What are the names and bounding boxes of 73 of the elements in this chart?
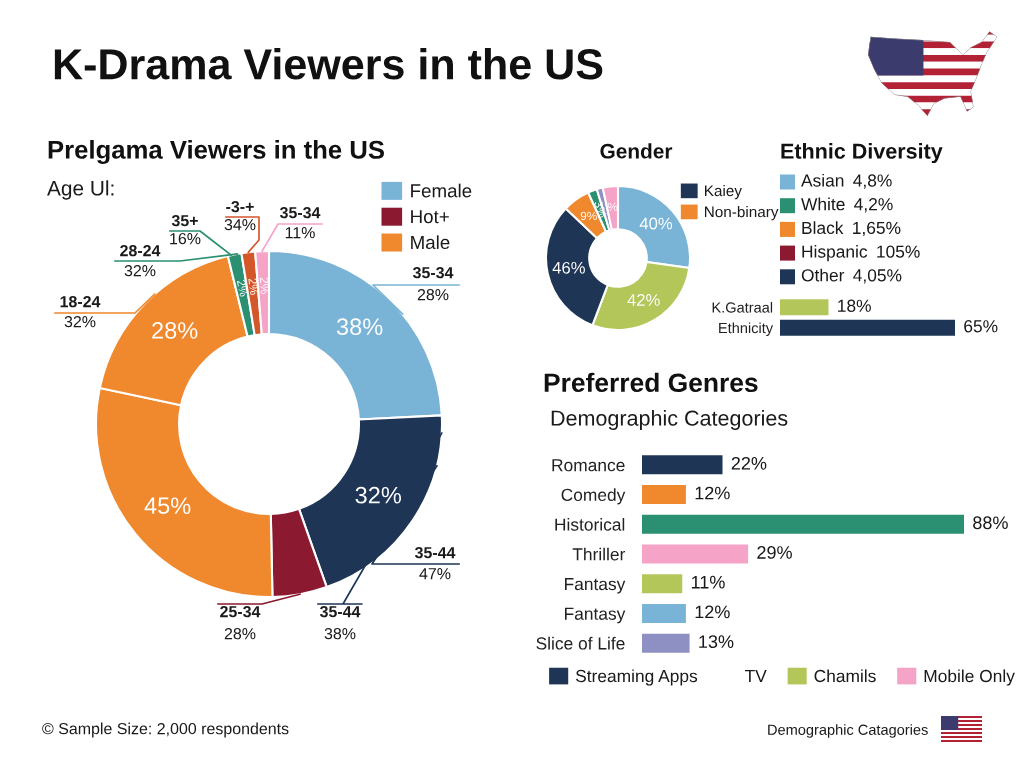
- legend-label: Chamils: [814, 669, 876, 683]
- text: 4,05%: [853, 269, 902, 284]
- legend-label: Mobile Only: [924, 669, 1015, 686]
- legend-label: Streaming Apps: [575, 669, 698, 686]
- data-label: 2%: [248, 278, 259, 296]
- text: 35+ 16%: [170, 214, 201, 245]
- data-label: 38%: [336, 318, 383, 336]
- category-label: Black: [802, 221, 844, 235]
- bar: [642, 485, 686, 505]
- y-tick-label: Slice of Life: [536, 636, 625, 650]
- chart-title: Preferred Genres: [544, 372, 758, 393]
- text: 4,8%: [853, 174, 892, 189]
- data-label: 12%: [695, 486, 730, 500]
- chart-subtitle: Age Ul:: [47, 180, 114, 200]
- chart-title: Prelgama Viewers in the US: [48, 139, 384, 165]
- y-tick-label: Fantasy: [565, 578, 626, 594]
- data-label: 18%: [838, 299, 871, 312]
- chart-title: Gender: [600, 143, 673, 159]
- text: TV: [744, 670, 767, 682]
- y-tick-label: Thriller: [572, 547, 626, 561]
- data-label: 65%: [964, 320, 998, 333]
- y-tick-label: Comedy: [561, 488, 626, 505]
- text: K-Drama Viewers in the US: [54, 47, 603, 80]
- text: 28-24 32%: [120, 244, 161, 277]
- text: 35-34 11%: [279, 206, 321, 239]
- text: © Sample Size: 2,000 respondents: [42, 722, 289, 738]
- data-label: 13%: [699, 635, 734, 648]
- legend-label: Kaiey: [705, 184, 742, 200]
- bar: [642, 514, 964, 534]
- data-label: 42%: [627, 294, 660, 306]
- text: 4,2%: [854, 198, 893, 213]
- bar: [642, 574, 683, 594]
- bar: [642, 455, 723, 475]
- text: Ethnic Diversity: [781, 142, 943, 164]
- data-label: 2%: [260, 277, 269, 294]
- legend-label: Non-binary: [705, 206, 779, 221]
- category-label: Hispanic: [802, 245, 868, 262]
- text: 18-24 32%: [60, 295, 101, 328]
- data-label: 88%: [973, 516, 1008, 530]
- data-label: 22%: [731, 456, 767, 470]
- data-label: %: [607, 202, 618, 212]
- category-label: Asian: [801, 173, 844, 187]
- data-label: 11%: [691, 575, 725, 589]
- data-label: 32%: [355, 486, 402, 504]
- category-label: White: [801, 197, 845, 211]
- text: 35-44 47%: [414, 546, 456, 580]
- legend-label: Female: [411, 183, 472, 198]
- legend-label: Male: [411, 235, 450, 250]
- y-tick-label: Fantasy: [565, 607, 626, 624]
- legend-label: Hot+: [411, 210, 449, 224]
- y-tick-label: Historical: [555, 517, 625, 531]
- data-label: 29%: [757, 546, 792, 559]
- data-label: 46%: [552, 261, 585, 274]
- y-tick-label: K.Gatraal: [712, 301, 773, 313]
- text: 105%: [877, 245, 920, 258]
- data-label: 28%: [152, 322, 198, 339]
- text: 25-34 28%: [220, 605, 261, 640]
- data-label: 40%: [639, 217, 673, 230]
- text: 1,65%: [853, 221, 901, 237]
- y-tick-label: Ethnicity: [719, 322, 774, 337]
- category-label: Other: [801, 268, 845, 282]
- chart-subtitle: Demographic Categories: [551, 409, 788, 431]
- bar: [642, 544, 749, 564]
- text: Demographic Catagories: [768, 724, 928, 738]
- data-label: 2%: [236, 279, 249, 297]
- data-label: 12%: [695, 605, 730, 619]
- bar: [642, 603, 686, 623]
- text: 35-34 28%: [412, 266, 454, 301]
- data-label: 45%: [144, 497, 191, 515]
- text: 35-44 38%: [319, 605, 361, 640]
- bar: [642, 633, 690, 653]
- text: -3-+ 34%: [224, 200, 256, 231]
- y-tick-label: Romance: [552, 459, 625, 472]
